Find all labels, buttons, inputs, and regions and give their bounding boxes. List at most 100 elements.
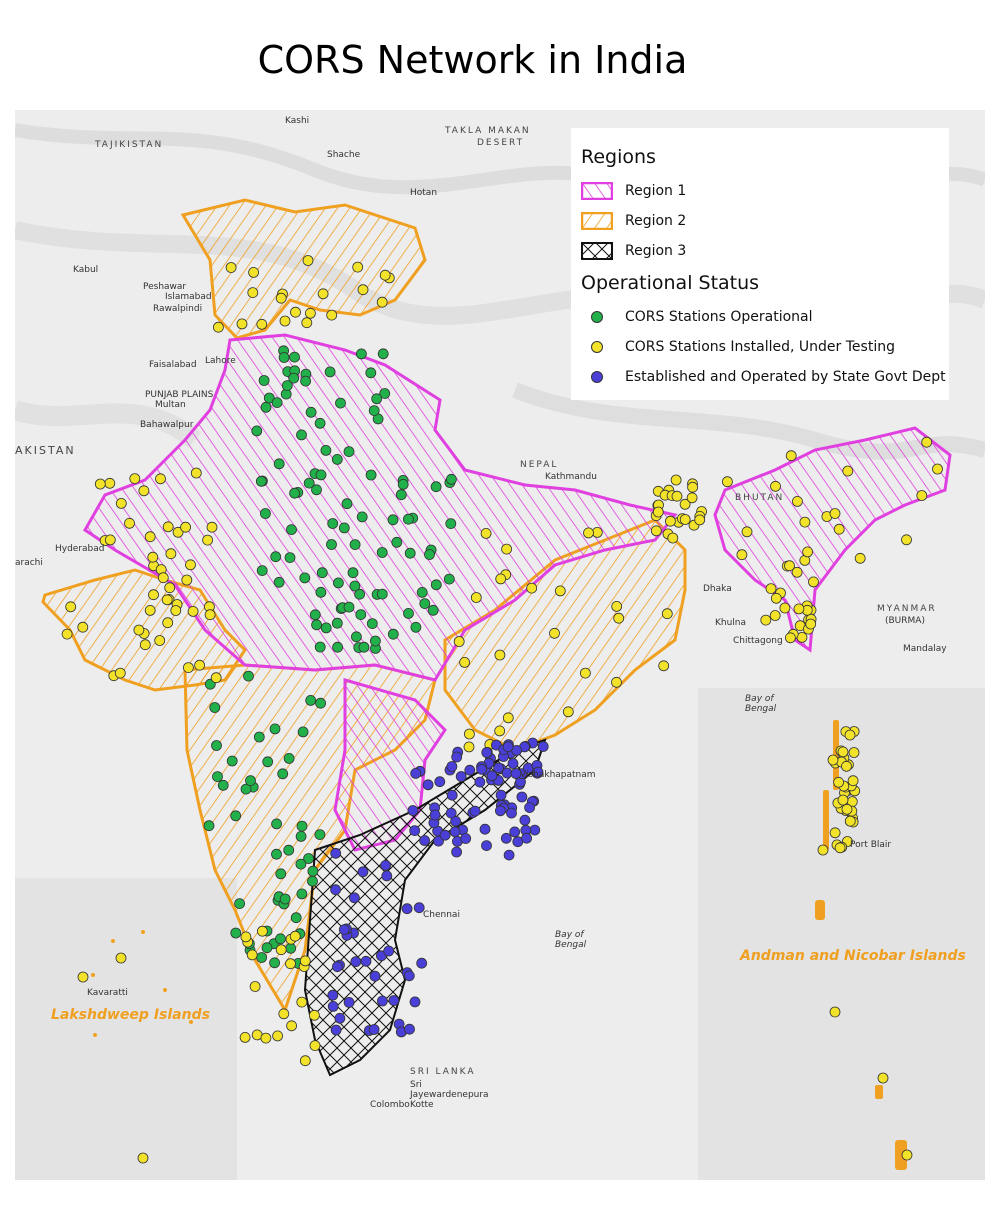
station-testing-marker[interactable] [921, 436, 933, 448]
station-operational-marker[interactable] [354, 588, 366, 600]
station-operational-marker[interactable] [209, 702, 221, 713]
station-testing-marker[interactable] [309, 1040, 321, 1051]
station-testing-marker[interactable] [736, 549, 748, 561]
station-testing-marker[interactable] [805, 618, 817, 630]
station-operational-marker[interactable] [251, 425, 263, 437]
station-operational-marker[interactable] [419, 598, 431, 610]
station-state-govt-marker[interactable] [493, 762, 505, 774]
station-operational-marker[interactable] [365, 367, 377, 379]
station-operational-marker[interactable] [270, 551, 282, 563]
station-operational-marker[interactable] [203, 820, 215, 832]
station-testing-marker[interactable] [239, 1032, 251, 1043]
station-operational-marker[interactable] [356, 511, 368, 523]
station-testing-marker[interactable] [480, 527, 492, 539]
station-testing-marker[interactable] [240, 931, 252, 943]
station-testing-marker[interactable] [308, 1009, 320, 1021]
station-operational-marker[interactable] [403, 607, 414, 619]
station-operational-marker[interactable] [285, 942, 297, 954]
station-operational-marker[interactable] [289, 351, 300, 363]
station-testing-marker[interactable] [848, 747, 860, 758]
station-testing-marker[interactable] [144, 604, 156, 616]
station-testing-marker[interactable] [275, 944, 287, 956]
station-state-govt-marker[interactable] [357, 866, 369, 878]
station-testing-marker[interactable] [170, 605, 182, 616]
station-testing-marker[interactable] [124, 517, 135, 529]
station-state-govt-marker[interactable] [434, 776, 446, 788]
station-state-govt-marker[interactable] [476, 763, 488, 775]
station-operational-marker[interactable] [260, 401, 272, 413]
station-testing-marker[interactable] [154, 635, 166, 646]
station-testing-marker[interactable] [770, 480, 781, 492]
legend-region-1[interactable]: Region 1 [581, 176, 949, 206]
station-state-govt-marker[interactable] [451, 751, 463, 763]
stations-under-testing[interactable] [61, 255, 943, 1164]
station-state-govt-marker[interactable] [334, 1012, 346, 1024]
station-testing-marker[interactable] [679, 498, 691, 510]
station-operational-marker[interactable] [315, 469, 327, 481]
station-testing-marker[interactable] [841, 760, 852, 772]
station-testing-marker[interactable] [225, 262, 237, 273]
station-state-govt-marker[interactable] [403, 970, 415, 982]
station-state-govt-marker[interactable] [350, 956, 362, 968]
station-state-govt-marker[interactable] [474, 776, 486, 788]
station-operational-marker[interactable] [271, 818, 283, 830]
station-operational-marker[interactable] [416, 586, 428, 598]
station-operational-marker[interactable] [376, 588, 388, 600]
station-operational-marker[interactable] [343, 601, 355, 613]
station-testing-marker[interactable] [652, 506, 664, 518]
station-state-govt-marker[interactable] [409, 996, 421, 1008]
station-state-govt-marker[interactable] [509, 826, 521, 838]
station-operational-marker[interactable] [256, 952, 268, 963]
station-state-govt-marker[interactable] [524, 802, 535, 813]
station-state-govt-marker[interactable] [481, 840, 492, 851]
station-testing-marker[interactable] [827, 754, 839, 766]
station-operational-marker[interactable] [331, 453, 343, 465]
legend-status-operational[interactable]: CORS Stations Operational [581, 302, 949, 332]
station-state-govt-marker[interactable] [331, 961, 343, 973]
station-testing-marker[interactable] [248, 266, 260, 278]
station-operational-marker[interactable] [315, 697, 327, 709]
station-testing-marker[interactable] [272, 1030, 284, 1042]
station-testing-marker[interactable] [799, 516, 811, 528]
station-testing-marker[interactable] [182, 662, 194, 673]
map-canvas[interactable] [15, 110, 985, 1180]
station-state-govt-marker[interactable] [388, 995, 400, 1006]
station-operational-marker[interactable] [315, 586, 327, 598]
station-state-govt-marker[interactable] [401, 903, 413, 915]
station-testing-marker[interactable] [137, 1152, 149, 1164]
station-testing-marker[interactable] [844, 729, 856, 741]
station-operational-marker[interactable] [258, 375, 270, 386]
station-operational-marker[interactable] [273, 458, 285, 470]
station-state-govt-marker[interactable] [494, 805, 506, 817]
station-operational-marker[interactable] [366, 618, 378, 629]
station-state-govt-marker[interactable] [486, 770, 498, 782]
station-testing-marker[interactable] [379, 269, 391, 281]
station-operational-marker[interactable] [275, 933, 286, 945]
station-state-govt-marker[interactable] [383, 945, 395, 957]
station-operational-marker[interactable] [327, 518, 339, 529]
station-state-govt-marker[interactable] [416, 957, 428, 969]
station-testing-marker[interactable] [133, 624, 145, 636]
station-operational-marker[interactable] [290, 912, 302, 924]
station-operational-marker[interactable] [350, 631, 362, 643]
station-testing-marker[interactable] [194, 659, 206, 671]
station-state-govt-marker[interactable] [360, 955, 372, 967]
station-testing-marker[interactable] [275, 292, 287, 304]
station-testing-marker[interactable] [161, 594, 173, 606]
station-operational-marker[interactable] [300, 375, 312, 387]
station-operational-marker[interactable] [430, 579, 442, 591]
station-testing-marker[interactable] [847, 775, 859, 787]
station-testing-marker[interactable] [463, 741, 475, 753]
station-testing-marker[interactable] [190, 467, 202, 479]
station-testing-marker[interactable] [302, 255, 314, 266]
station-operational-marker[interactable] [243, 670, 254, 682]
station-state-govt-marker[interactable] [445, 807, 457, 819]
station-operational-marker[interactable] [256, 565, 268, 577]
station-operational-marker[interactable] [261, 942, 273, 954]
station-operational-marker[interactable] [430, 481, 442, 493]
station-testing-marker[interactable] [61, 628, 73, 640]
station-state-govt-marker[interactable] [500, 832, 512, 844]
station-testing-marker[interactable] [792, 495, 803, 507]
station-state-govt-marker[interactable] [450, 815, 462, 827]
station-operational-marker[interactable] [212, 771, 223, 782]
